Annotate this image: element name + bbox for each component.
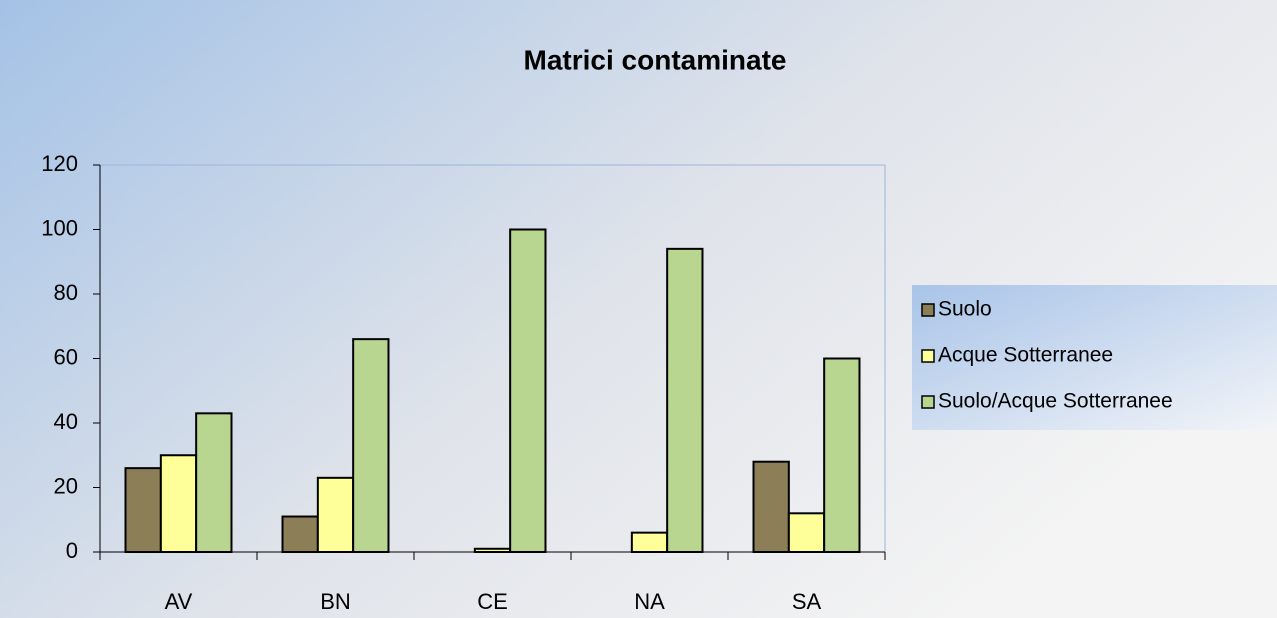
y-tick-label: 80: [54, 280, 78, 305]
bar: [352, 338, 390, 553]
legend-swatch: [921, 303, 935, 317]
y-tick-label: 0: [66, 538, 78, 563]
bar: [124, 467, 162, 553]
y-tick-label: 120: [41, 151, 78, 176]
bar: [281, 515, 319, 554]
bar: [823, 357, 861, 553]
x-tick-label: NA: [634, 589, 665, 614]
bar: [630, 531, 669, 554]
bar: [752, 460, 790, 554]
legend-box: [912, 285, 1277, 430]
y-tick-label: 100: [41, 215, 78, 240]
bar: [316, 476, 355, 554]
legend-swatch: [921, 349, 935, 363]
legend-label: Suolo: [938, 298, 992, 321]
legend-label: Suolo/Acque Sotterranee: [938, 390, 1173, 413]
bar: [666, 247, 704, 553]
legend-swatch: [921, 395, 935, 409]
x-tick-label: AV: [165, 589, 193, 614]
bar: [195, 412, 233, 554]
x-tick-label: SA: [792, 589, 822, 614]
y-tick-label: 20: [54, 473, 78, 498]
x-tick-label: CE: [477, 589, 508, 614]
chart-title: Matrici contaminate: [524, 44, 787, 75]
y-tick-label: 40: [54, 409, 78, 434]
bar: [509, 228, 547, 553]
legend-label: Acque Sotterranee: [938, 344, 1113, 367]
bar: [787, 512, 826, 553]
bar: [159, 454, 198, 553]
x-tick-label: BN: [320, 589, 351, 614]
y-tick-label: 60: [54, 344, 78, 369]
